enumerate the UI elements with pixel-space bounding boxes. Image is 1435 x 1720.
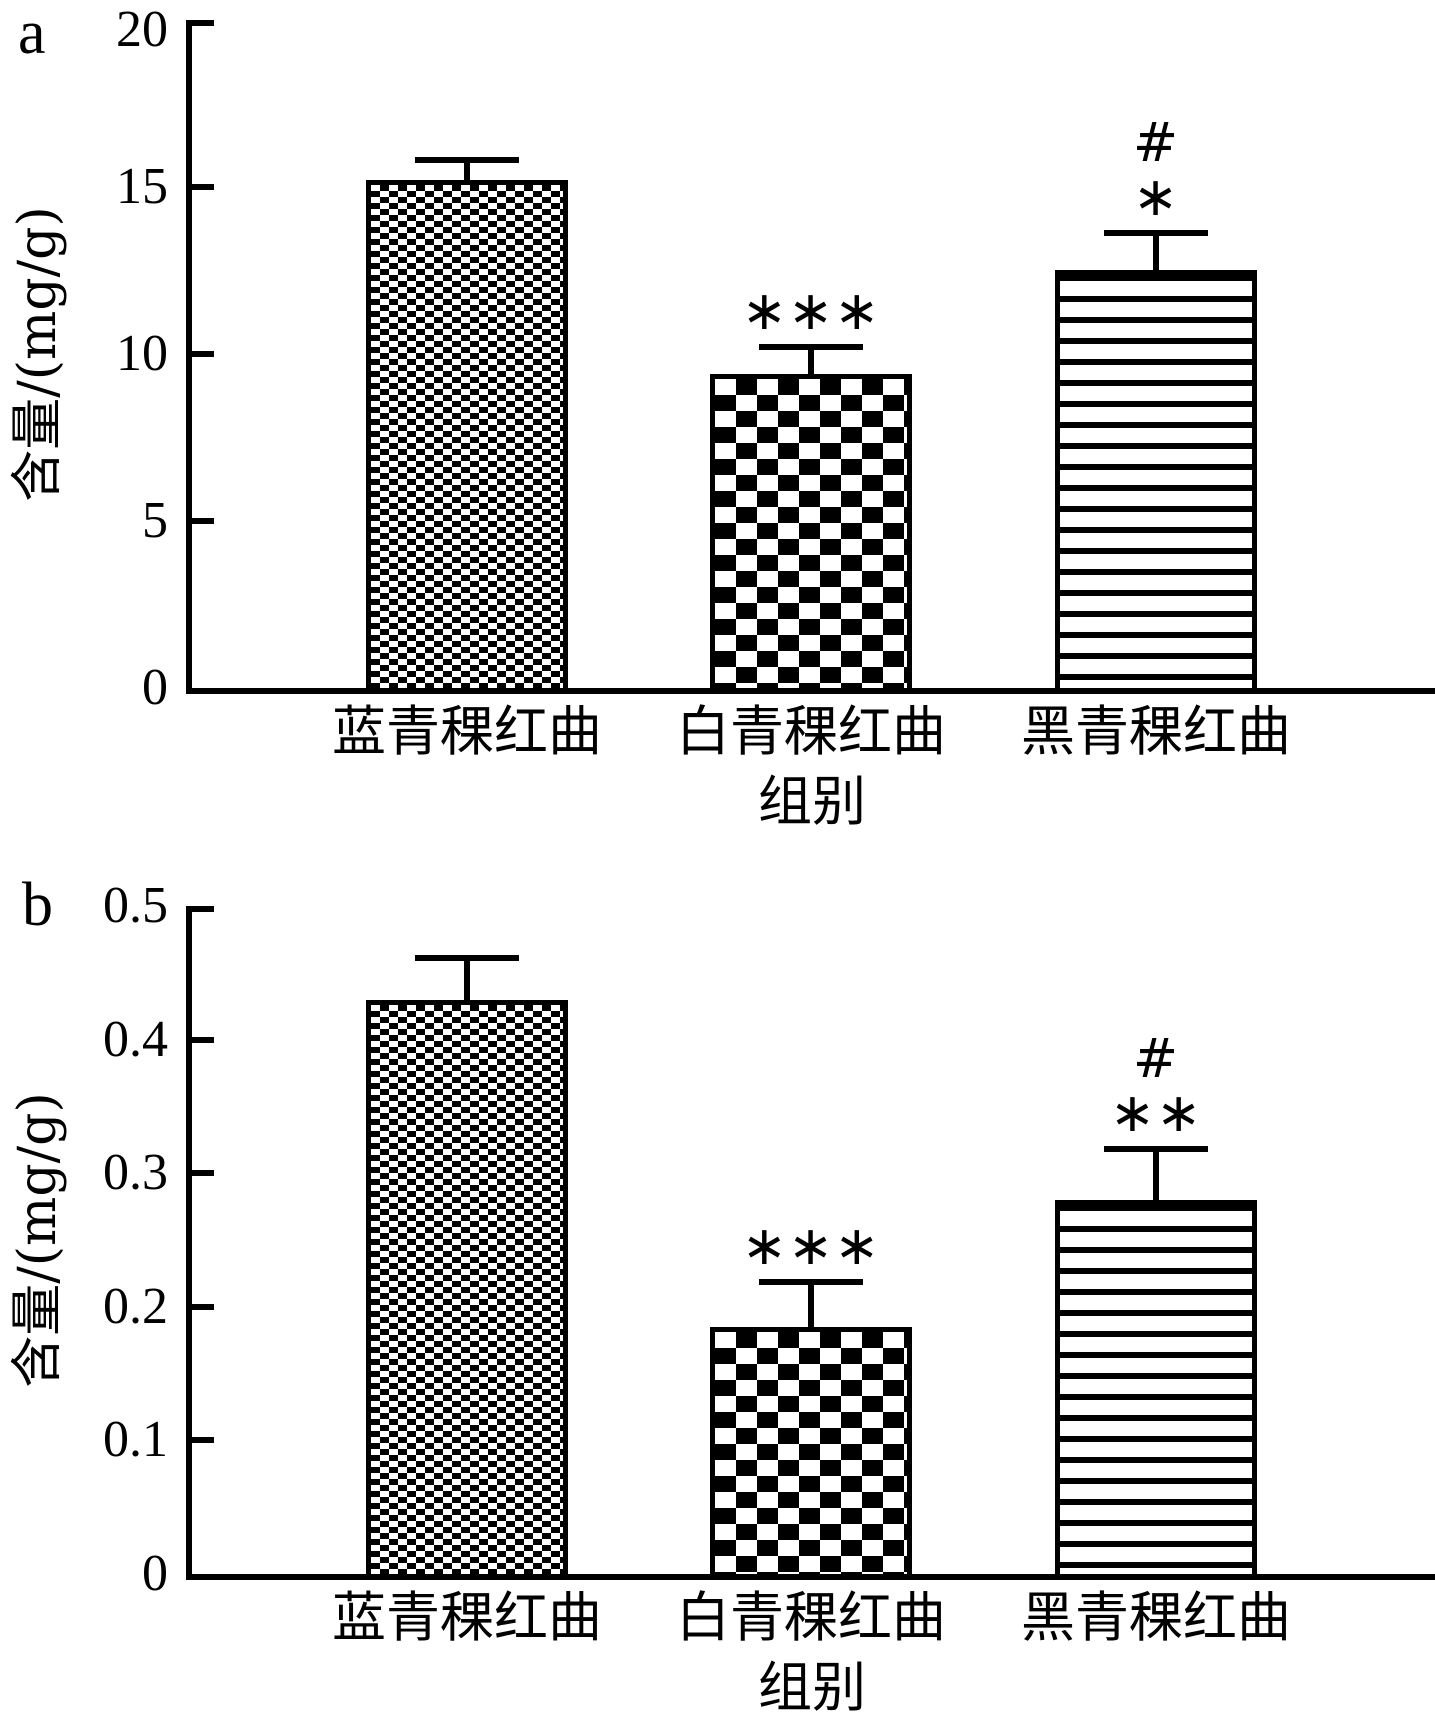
error-bar-cap-3 <box>1104 1146 1208 1152</box>
bar-2 <box>710 1327 912 1574</box>
error-bar-cap-2 <box>759 344 863 350</box>
error-bar-cap-2 <box>759 1279 863 1285</box>
x-axis <box>186 1574 1435 1580</box>
error-bar-stem-3 <box>1153 1152 1159 1205</box>
error-bar-cap-1 <box>415 955 519 961</box>
category-label-3: 黑青稞红曲 <box>1021 700 1291 763</box>
y-tick <box>192 1437 214 1443</box>
y-axis-title: 含量/(mg/g) <box>8 1092 68 1388</box>
significance-marker-2: ∗∗∗ <box>741 279 881 342</box>
y-tick <box>192 1037 214 1043</box>
error-bar-stem-3 <box>1153 236 1159 275</box>
y-tick-label: 15 <box>116 158 168 215</box>
y-tick <box>192 906 214 912</box>
y-tick-label: 0.1 <box>103 1411 168 1468</box>
category-label-3: 黑青稞红曲 <box>1021 1586 1291 1649</box>
category-label-1: 蓝青稞红曲 <box>332 700 602 763</box>
category-label-2: 白青稞红曲 <box>676 1586 946 1649</box>
y-tick-label: 0.2 <box>103 1278 168 1335</box>
significance-marker-3: # <box>1132 1027 1180 1090</box>
error-bar-cap-3 <box>1104 230 1208 236</box>
error-bar-stem-2 <box>808 1285 814 1332</box>
category-label-1: 蓝青稞红曲 <box>332 1586 602 1649</box>
significance-marker-3: ∗∗ <box>1109 1081 1203 1144</box>
x-axis-title: 组别 <box>758 1656 866 1719</box>
error-bar-cap-1 <box>415 157 519 163</box>
category-label-2: 白青稞红曲 <box>676 700 946 763</box>
y-tick-label: 20 <box>116 1 168 58</box>
y-tick-label: 0 <box>142 659 168 716</box>
significance-marker-3: # <box>1132 111 1180 174</box>
y-tick-label: 0.4 <box>103 1011 168 1068</box>
y-tick <box>192 518 214 524</box>
bar-1 <box>366 180 568 688</box>
significance-marker-3: ∗ <box>1132 165 1180 228</box>
y-tick <box>192 351 214 357</box>
y-tick-label: 0.3 <box>103 1144 168 1201</box>
panel-b-label: b <box>22 871 53 939</box>
y-tick <box>192 1170 214 1176</box>
y-tick-label: 0 <box>142 1545 168 1602</box>
error-bar-stem-1 <box>464 163 470 185</box>
bar-1 <box>366 1000 568 1574</box>
error-bar-stem-2 <box>808 350 814 379</box>
x-axis <box>186 688 1435 694</box>
significance-marker-2: ∗∗∗ <box>741 1214 881 1277</box>
y-tick <box>192 20 214 26</box>
y-tick-label: 5 <box>142 492 168 549</box>
bar-2 <box>710 374 912 688</box>
y-axis <box>186 906 192 1580</box>
y-tick <box>192 184 214 190</box>
y-axis <box>186 20 192 694</box>
x-axis-title: 组别 <box>758 770 866 833</box>
y-tick-label: 10 <box>116 325 168 382</box>
error-bar-stem-1 <box>464 961 470 1005</box>
y-tick-label: 0.5 <box>103 877 168 934</box>
y-tick <box>192 1304 214 1310</box>
bar-3 <box>1055 1200 1257 1574</box>
panel-a-label: a <box>18 0 46 67</box>
